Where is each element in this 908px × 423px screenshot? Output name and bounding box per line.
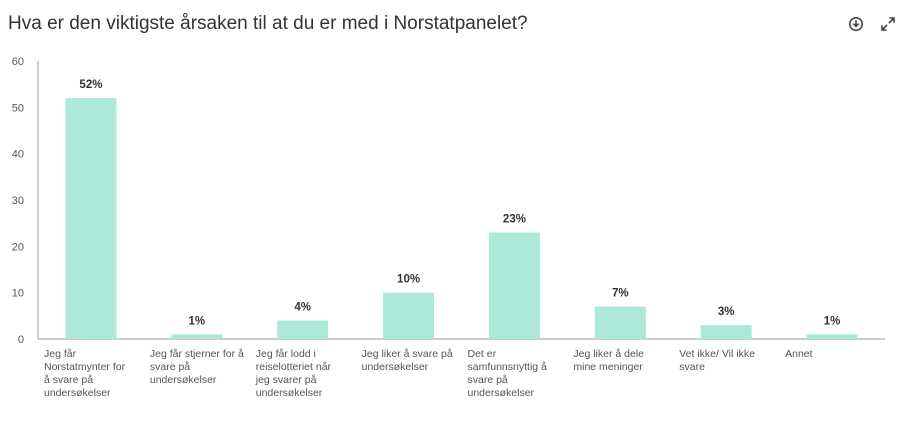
x-tick-label: undersøkelser bbox=[256, 387, 323, 399]
data-label: 7% bbox=[612, 288, 629, 300]
x-tick-label: reiselotteriet når bbox=[256, 361, 332, 373]
x-tick-label: undersøkelser bbox=[468, 387, 535, 399]
x-tick-label: Det er bbox=[468, 348, 497, 360]
bar[interactable] bbox=[594, 306, 646, 339]
x-tick-label: Jeg får bbox=[44, 348, 77, 360]
x-tick-label: Vet ikke/ Vil ikke bbox=[679, 348, 755, 360]
chart-title: Hva er den viktigste årsaken til at du e… bbox=[8, 13, 528, 34]
x-tick-label: svare bbox=[679, 361, 705, 373]
download-icon[interactable] bbox=[848, 16, 864, 32]
y-tick-label: 0 bbox=[18, 334, 24, 346]
y-tick-label: 50 bbox=[12, 102, 24, 114]
x-tick-label: Jeg liker å dele bbox=[573, 348, 644, 360]
data-label: 4% bbox=[294, 301, 311, 313]
x-tick-label: Annet bbox=[785, 348, 813, 360]
bar[interactable] bbox=[277, 320, 329, 339]
x-tick-label: Jeg får stjerner for å bbox=[150, 348, 244, 360]
x-tick-label: Jeg liker å svare på bbox=[362, 348, 453, 360]
bar[interactable] bbox=[488, 232, 540, 339]
x-tick-label: Jeg får lodd i bbox=[256, 348, 316, 360]
x-tick-label: samfunnsnyttig å bbox=[468, 361, 548, 373]
x-tick-label: å svare på bbox=[44, 374, 93, 386]
y-tick-label: 40 bbox=[12, 149, 24, 161]
data-label: 10% bbox=[397, 274, 420, 286]
x-tick-label: undersøkelser bbox=[362, 361, 429, 373]
y-tick-label: 20 bbox=[12, 241, 24, 253]
x-tick-label: svare på bbox=[468, 374, 508, 386]
chart-area: 0 10 20 30 40 50 60 52% Jeg får Norstatmynter for… bbox=[0, 48, 908, 418]
bar[interactable] bbox=[806, 334, 858, 339]
bar[interactable] bbox=[65, 98, 117, 339]
chart-toolbar bbox=[848, 16, 896, 32]
y-tick-label: 10 bbox=[12, 288, 24, 300]
x-tick-label: mine meninger bbox=[573, 361, 643, 373]
data-label: 1% bbox=[189, 315, 206, 327]
expand-icon[interactable] bbox=[880, 16, 896, 32]
bar[interactable] bbox=[700, 325, 752, 339]
y-tick-label: 60 bbox=[12, 56, 24, 68]
bar[interactable] bbox=[171, 334, 223, 339]
data-label: 3% bbox=[718, 306, 735, 318]
data-label: 52% bbox=[79, 79, 102, 91]
x-tick-label: svare på bbox=[150, 361, 190, 373]
data-label: 1% bbox=[824, 315, 841, 327]
bar[interactable] bbox=[383, 292, 435, 339]
x-tick-label: undersøkelser bbox=[150, 374, 217, 386]
data-label: 23% bbox=[503, 213, 526, 225]
x-tick-label: undersøkelser bbox=[44, 387, 111, 399]
y-tick-label: 30 bbox=[12, 195, 24, 207]
x-tick-label: Norstatmynter for bbox=[44, 361, 126, 373]
x-tick-label: jeg svarer på bbox=[255, 374, 317, 386]
